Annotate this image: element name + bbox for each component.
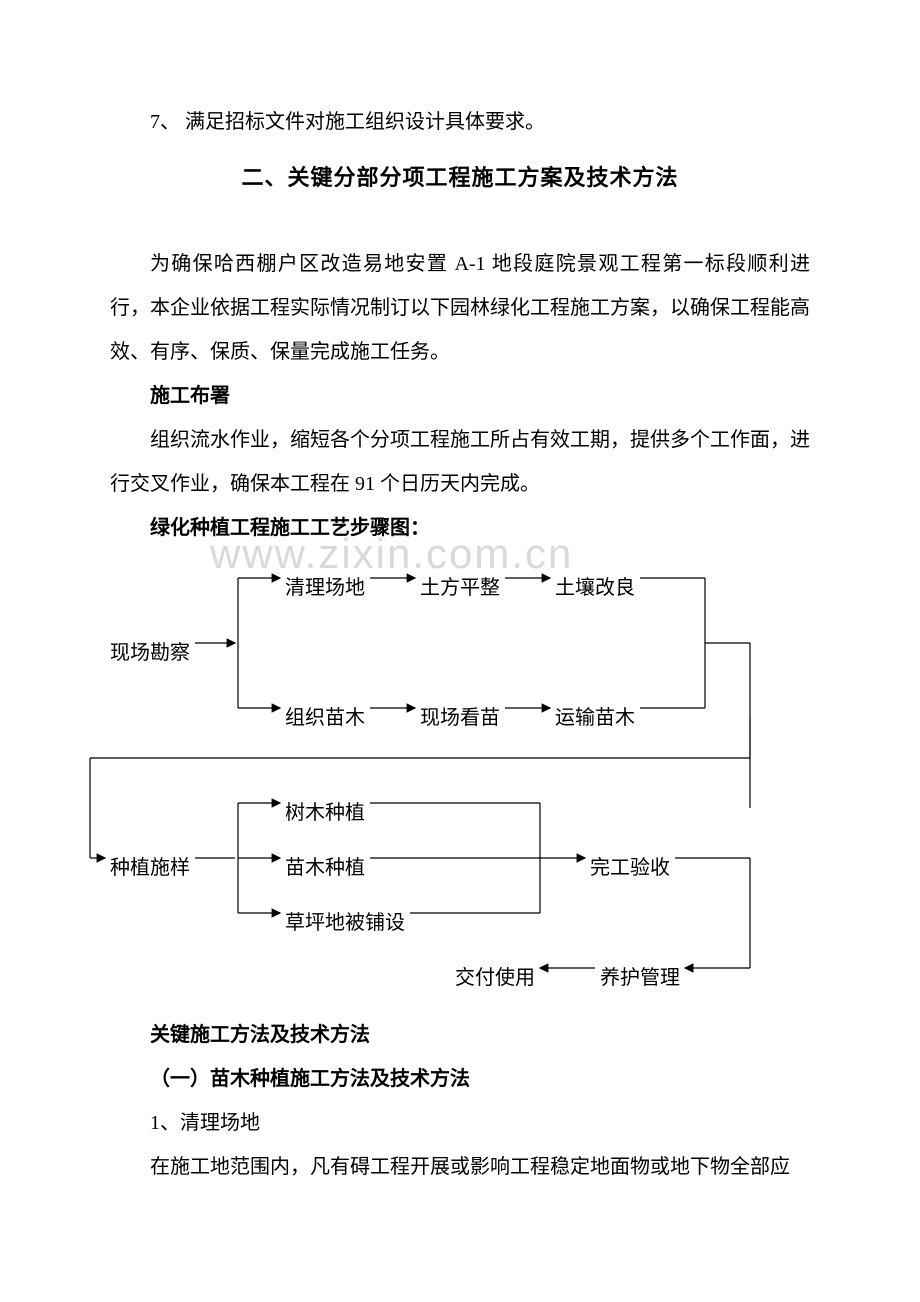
node-earth: 土方平整 [420,566,500,610]
node-seedling: 苗木种植 [285,846,365,890]
node-acceptance: 完工验收 [590,846,670,890]
node-survey: 现场勘察 [110,631,190,675]
para-intro: 为确保哈西棚户区改造易地安置 A-1 地段庭院景观工程第一标段顺利进行，本企业依… [110,242,810,374]
para-deploy: 组织流水作业，缩短各个分项工程施工所占有效工期，提供多个工作面，进行交叉作业，确… [110,418,810,506]
subhead-key-methods: 关键施工方法及技术方法 [110,1013,810,1057]
flowchart-2: 种植施样 树木种植 苗木种植 草坪地被铺设 完工验收 养护管理 交付使用 [110,778,810,998]
section-title: 二、关键分部分项工程施工方案及技术方法 [110,154,810,202]
node-transport: 运输苗木 [555,696,635,740]
node-clear: 清理场地 [285,566,365,610]
node-soil: 土壤改良 [555,566,635,610]
node-look: 现场看苗 [420,696,500,740]
node-plant-sample: 种植施样 [110,846,190,890]
page-content: 7、 满足招标文件对施工组织设计具体要求。 二、关键分部分项工程施工方案及技术方… [0,0,920,1189]
item-1-title: 1、清理场地 [110,1101,810,1145]
item-1-body: 在施工地范围内，凡有碍工程开展或影响工程稳定地面物或地下物全部应 [110,1145,810,1189]
subhead-flowchart: 绿化种植工程施工工艺步骤图： [110,506,810,550]
node-delivery: 交付使用 [455,956,535,1000]
subhead-deploy: 施工布署 [110,374,810,418]
para-7: 7、 满足招标文件对施工组织设计具体要求。 [110,100,810,144]
node-lawn: 草坪地被铺设 [285,901,405,945]
flowchart-1: 现场勘察 清理场地 土方平整 土壤改良 组织苗木 现场看苗 运输苗木 [110,558,810,748]
node-maintenance: 养护管理 [600,956,680,1000]
node-tree: 树木种植 [285,791,365,835]
subhead-section-1: （一）苗木种植施工方法及技术方法 [110,1057,810,1101]
node-organize: 组织苗木 [285,696,365,740]
